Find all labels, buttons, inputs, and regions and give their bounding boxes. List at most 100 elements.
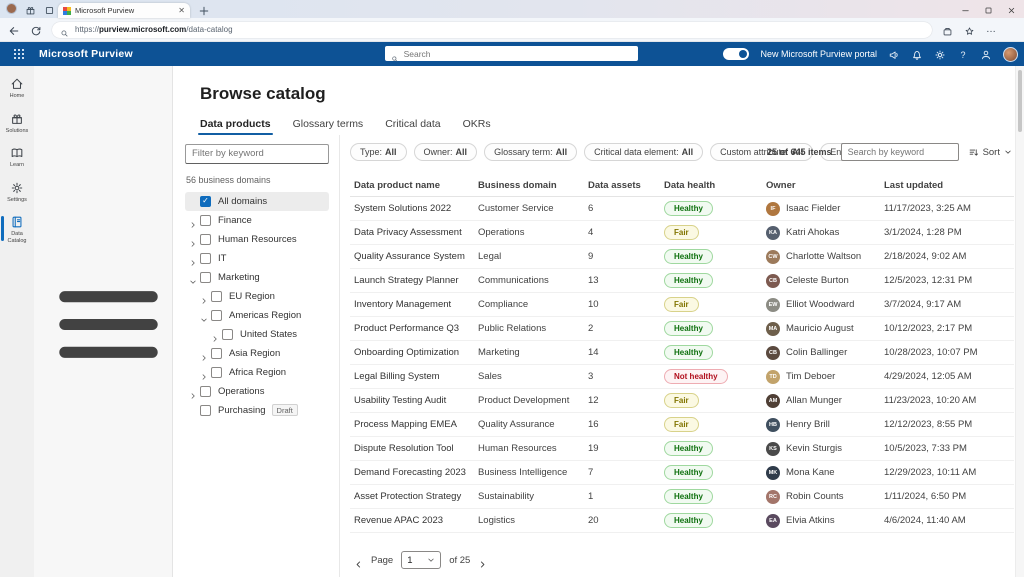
star-icon[interactable] [964, 24, 975, 35]
tree-item-marketing[interactable]: Marketing [185, 268, 329, 287]
collections-icon[interactable] [942, 24, 953, 36]
filter-chip-type[interactable]: Type: All [350, 143, 407, 161]
cell-data-product-name[interactable]: Dispute Resolution Tool [354, 443, 454, 454]
tree-checkbox[interactable] [211, 347, 222, 359]
chevron-down-icon[interactable] [200, 311, 208, 322]
table-row[interactable]: Quality Assurance System Legal 9 Healthy CW C… [350, 245, 1014, 269]
next-page-icon[interactable] [478, 556, 487, 567]
table-row[interactable]: Revenue APAC 2023 Logistics 20 Healthy EA Elv… [350, 509, 1014, 533]
help-icon[interactable]: ? [957, 48, 969, 60]
notifications-icon[interactable] [911, 48, 923, 60]
cell-data-product-name[interactable]: Demand Forecasting 2023 [354, 467, 466, 478]
tree-checkbox[interactable] [211, 309, 222, 321]
close-icon[interactable] [1007, 2, 1016, 14]
tree-checkbox[interactable] [200, 214, 211, 226]
table-row[interactable]: Legal Billing System Sales 3 Not healthy TD T… [350, 365, 1014, 389]
chevron-right-icon[interactable] [211, 330, 219, 342]
column-header-business-domain[interactable]: Business domain [478, 180, 557, 191]
chevron-right-icon[interactable] [189, 235, 197, 247]
feedback-icon[interactable] [980, 48, 992, 60]
chevron-right-icon[interactable] [200, 292, 208, 304]
table-search-input[interactable] [840, 143, 959, 161]
tab-data-products[interactable]: Data products [198, 118, 273, 135]
address-bar[interactable]: https://purview.microsoft.com/data-catal… [52, 21, 932, 38]
tree-checkbox[interactable] [200, 252, 211, 264]
tree-checkbox[interactable] [200, 233, 211, 245]
cell-data-product-name[interactable]: Usability Testing Audit [354, 395, 447, 406]
chevron-right-icon[interactable] [189, 216, 197, 228]
chevron-right-icon[interactable] [200, 368, 208, 380]
column-header-data-health[interactable]: Data health [664, 180, 716, 191]
column-header-data-product-name[interactable]: Data product name [354, 180, 441, 191]
tree-checkbox[interactable] [211, 366, 222, 378]
tree-checkbox[interactable] [222, 328, 233, 340]
maximize-icon[interactable] [984, 2, 993, 14]
tree-item-eu-region[interactable]: EU Region [185, 287, 329, 306]
cell-data-product-name[interactable]: Revenue APAC 2023 [354, 515, 444, 526]
cell-data-product-name[interactable]: Process Mapping EMEA [354, 419, 457, 430]
announcements-icon[interactable] [888, 48, 900, 60]
tree-checkbox[interactable] [200, 404, 211, 416]
cell-data-product-name[interactable]: Legal Billing System [354, 371, 440, 382]
table-row[interactable]: Inventory Management Compliance 10 Fair EW El… [350, 293, 1014, 317]
table-row[interactable]: Data Privacy Assessment Operations 4 Fair KA… [350, 221, 1014, 245]
chevron-down-icon[interactable] [189, 273, 197, 284]
tree-item-americas-region[interactable]: Americas Region [185, 306, 329, 325]
tree-filter-input[interactable] [185, 143, 329, 164]
tree-item-it[interactable]: IT [185, 249, 329, 268]
table-row[interactable]: Onboarding Optimization Marketing 14 Health… [350, 341, 1014, 365]
table-row[interactable]: Dispute Resolution Tool Human Resources 19… [350, 437, 1014, 461]
column-header-data-assets[interactable]: Data assets [588, 180, 641, 191]
user-avatar[interactable] [1003, 46, 1018, 62]
table-row[interactable]: Usability Testing Audit Product Developme… [350, 389, 1014, 413]
cell-data-product-name[interactable]: Inventory Management [354, 299, 452, 310]
filter-chip-critical-data-element[interactable]: Critical data element: All [584, 143, 704, 161]
page-select[interactable]: 1 [401, 551, 442, 569]
table-row[interactable]: Process Mapping EMEA Quality Assurance 16 F… [350, 413, 1014, 437]
tab-glossary-terms[interactable]: Glossary terms [292, 118, 364, 130]
cell-data-product-name[interactable]: Data Privacy Assessment [354, 227, 462, 238]
filter-chip-glossary-term[interactable]: Glossary term: All [484, 143, 578, 161]
table-row[interactable]: Asset Protection Strategy Sustainability 1… [350, 485, 1014, 509]
tree-item-united-states[interactable]: United States [185, 325, 329, 344]
minimize-icon[interactable] [961, 2, 970, 12]
rail-item-solutions[interactable]: Solutions [0, 109, 34, 139]
settings-icon[interactable] [934, 48, 946, 60]
tree-checkbox[interactable]: ✓ [200, 195, 211, 207]
hamburger-menu-icon[interactable] [45, 291, 172, 577]
workspaces-icon[interactable] [25, 3, 36, 15]
chevron-right-icon[interactable] [189, 254, 197, 266]
tree-item-finance[interactable]: Finance [185, 211, 329, 230]
table-row[interactable]: Product Performance Q3 Public Relations 2 H… [350, 317, 1014, 341]
scrollbar-thumb[interactable] [1018, 70, 1022, 132]
refresh-icon[interactable] [30, 24, 42, 36]
column-header-last-updated[interactable]: Last updated [884, 180, 944, 191]
rail-item-settings[interactable]: Settings [0, 178, 34, 208]
tab-actions-icon[interactable] [44, 3, 55, 15]
filter-chip-owner[interactable]: Owner: All [413, 143, 478, 161]
tree-item-operations[interactable]: Operations [185, 382, 329, 401]
global-search[interactable] [385, 46, 638, 62]
tree-checkbox[interactable] [200, 271, 211, 283]
table-row[interactable]: System Solutions 2022 Customer Service 6 He… [350, 197, 1014, 221]
tree-item-africa-region[interactable]: Africa Region [185, 363, 329, 382]
global-search-input[interactable] [403, 48, 632, 59]
ellipsis-icon[interactable]: … [986, 23, 996, 35]
prev-page-icon[interactable] [354, 556, 363, 567]
app-launcher-icon[interactable] [14, 48, 25, 60]
cell-data-product-name[interactable]: System Solutions 2022 [354, 203, 452, 214]
scrollbar[interactable] [1015, 66, 1024, 577]
tab-close-icon[interactable]: ✕ [178, 6, 185, 15]
sort-button[interactable]: Sort [968, 147, 1012, 158]
chevron-right-icon[interactable] [200, 349, 208, 361]
chevron-right-icon[interactable] [189, 387, 197, 399]
cell-data-product-name[interactable]: Product Performance Q3 [354, 323, 460, 334]
rail-item-data-catalog[interactable]: Data Catalog [0, 212, 34, 248]
filter-chip-custom-attribute[interactable]: Custom attribute: All [710, 143, 814, 161]
tree-item-purchasing[interactable]: Purchasing Draft [185, 401, 329, 420]
browser-profile-avatar[interactable] [6, 3, 17, 14]
new-tab-icon[interactable] [198, 4, 210, 16]
table-row[interactable]: Launch Strategy Planner Communications 13 H… [350, 269, 1014, 293]
cell-data-product-name[interactable]: Launch Strategy Planner [354, 275, 459, 286]
tree-item-all-domains[interactable]: ✓ All domains [185, 191, 329, 211]
